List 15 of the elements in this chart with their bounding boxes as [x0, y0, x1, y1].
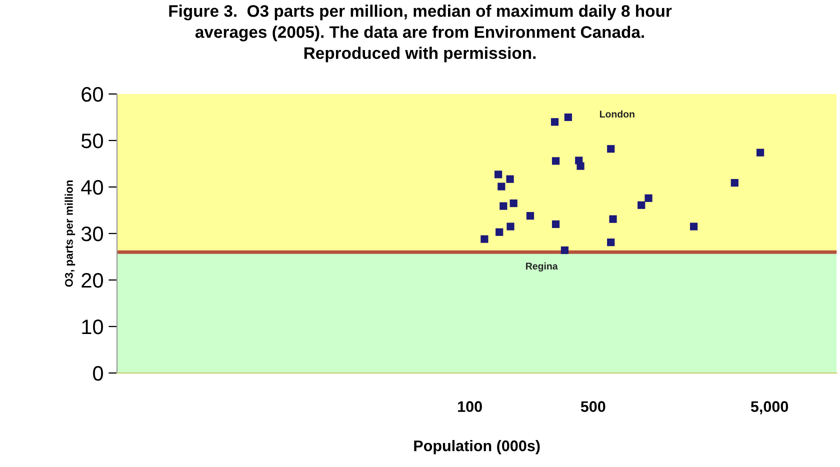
- y-axis-title: O3, parts per million: [64, 180, 76, 287]
- y-tick-label: 40: [81, 180, 103, 195]
- y-tick-label: 20: [82, 273, 103, 288]
- x-tick-label: 100: [458, 401, 482, 412]
- y-tick-label: 60: [82, 87, 103, 102]
- y-tick-label: 10: [82, 320, 103, 334]
- y-tick-label: 0: [93, 366, 103, 381]
- chart-title: Figure 3. O3 parts per million, median of maximum daily 8 hour averages (2005). The data are from Environment Canada. Reproduced with permission.: [169, 4, 672, 62]
- x-tick-label: 500: [580, 401, 606, 412]
- y-tick-label: 30: [81, 226, 103, 242]
- annotation: London: [600, 110, 634, 118]
- y-tick-label: 50: [81, 134, 103, 148]
- annotation: Regina: [526, 262, 558, 272]
- x-tick-label: 5,000: [750, 401, 788, 414]
- x-axis-title: Population (000s): [414, 440, 540, 454]
